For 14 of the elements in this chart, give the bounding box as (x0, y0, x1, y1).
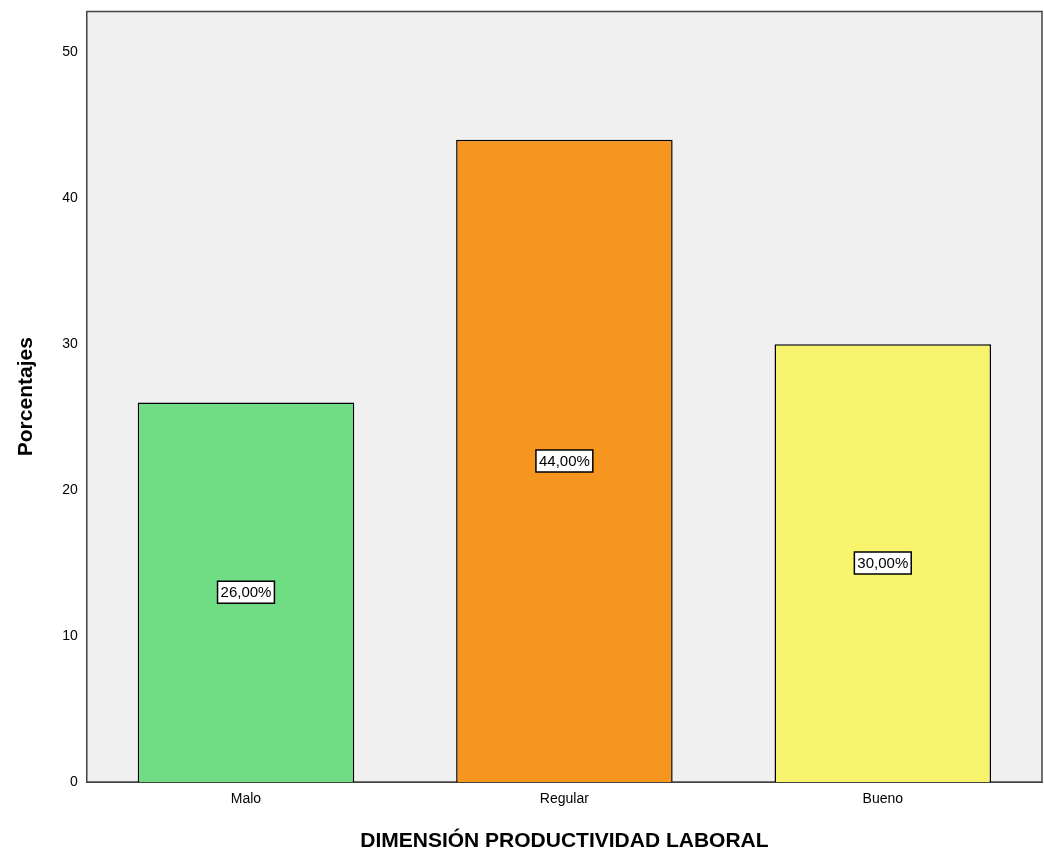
y-axis-title: Porcentajes (13, 337, 37, 457)
data-label: 44,00% (538, 452, 590, 470)
y-tick-label: 20 (62, 480, 78, 497)
data-label: 26,00% (220, 583, 272, 601)
x-tick-label: Bueno (862, 790, 904, 807)
y-tick-label: 40 (62, 189, 78, 206)
y-tick-label: 0 (69, 772, 78, 789)
y-tick-label: 10 (62, 626, 78, 643)
y-tick-label: 30 (62, 335, 78, 352)
y-tick-label: 50 (62, 43, 78, 60)
data-label: 30,00% (857, 554, 909, 572)
x-tick-label: Regular (539, 790, 590, 807)
x-axis-title: DIMENSIÓN PRODUCTIVIDAD LABORAL (360, 828, 769, 852)
x-tick-label: Malo (230, 790, 262, 807)
